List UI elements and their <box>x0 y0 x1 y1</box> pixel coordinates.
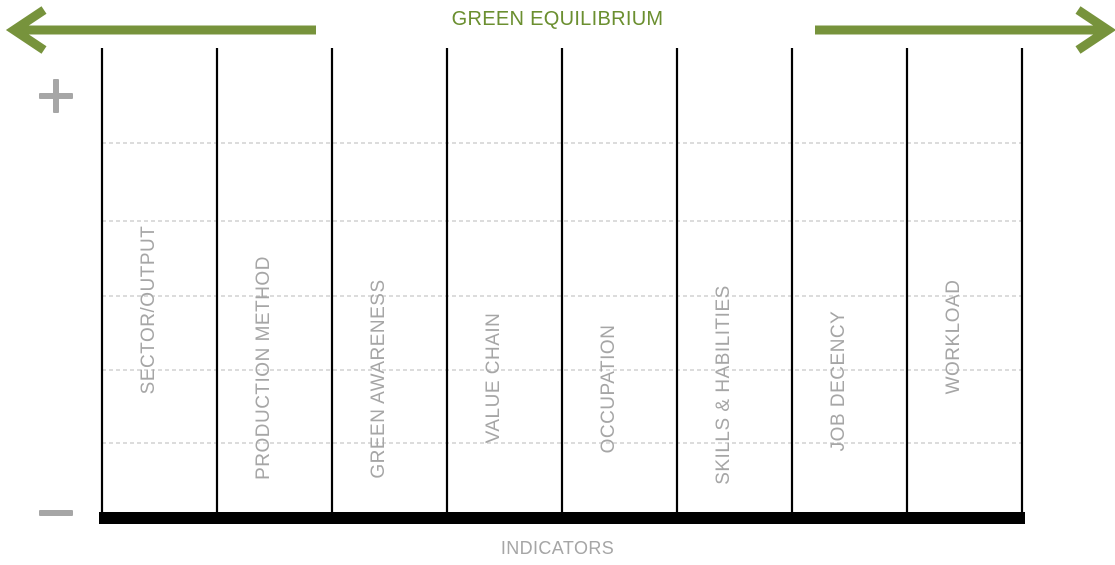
arrow-left-icon <box>5 6 316 54</box>
indicator-label-text: JOB DECENCY <box>828 310 849 452</box>
plus-icon <box>39 79 73 113</box>
indicator-label-text: WORKLOAD <box>943 279 964 395</box>
baseline-bar <box>99 512 1025 524</box>
column-separators <box>100 48 1024 514</box>
indicator-label-text: PRODUCTION METHOD <box>253 256 274 480</box>
minus-icon <box>39 496 73 530</box>
x-axis-label: INDICATORS <box>500 538 615 558</box>
indicator-label-text: GREEN AWARENESS <box>368 279 389 479</box>
indicator-label-text: VALUE CHAIN <box>483 312 504 444</box>
arrow-right-icon <box>815 6 1115 54</box>
dashed-gridlines <box>102 142 1022 444</box>
indicator-label-text: SECTOR/OUTPUT <box>138 225 159 395</box>
indicator-label-text: SKILLS & HABILITIES <box>713 285 734 485</box>
diagram-title: GREEN EQUILIBRIUM <box>451 8 664 30</box>
indicator-label-text: OCCUPATION <box>598 324 619 454</box>
